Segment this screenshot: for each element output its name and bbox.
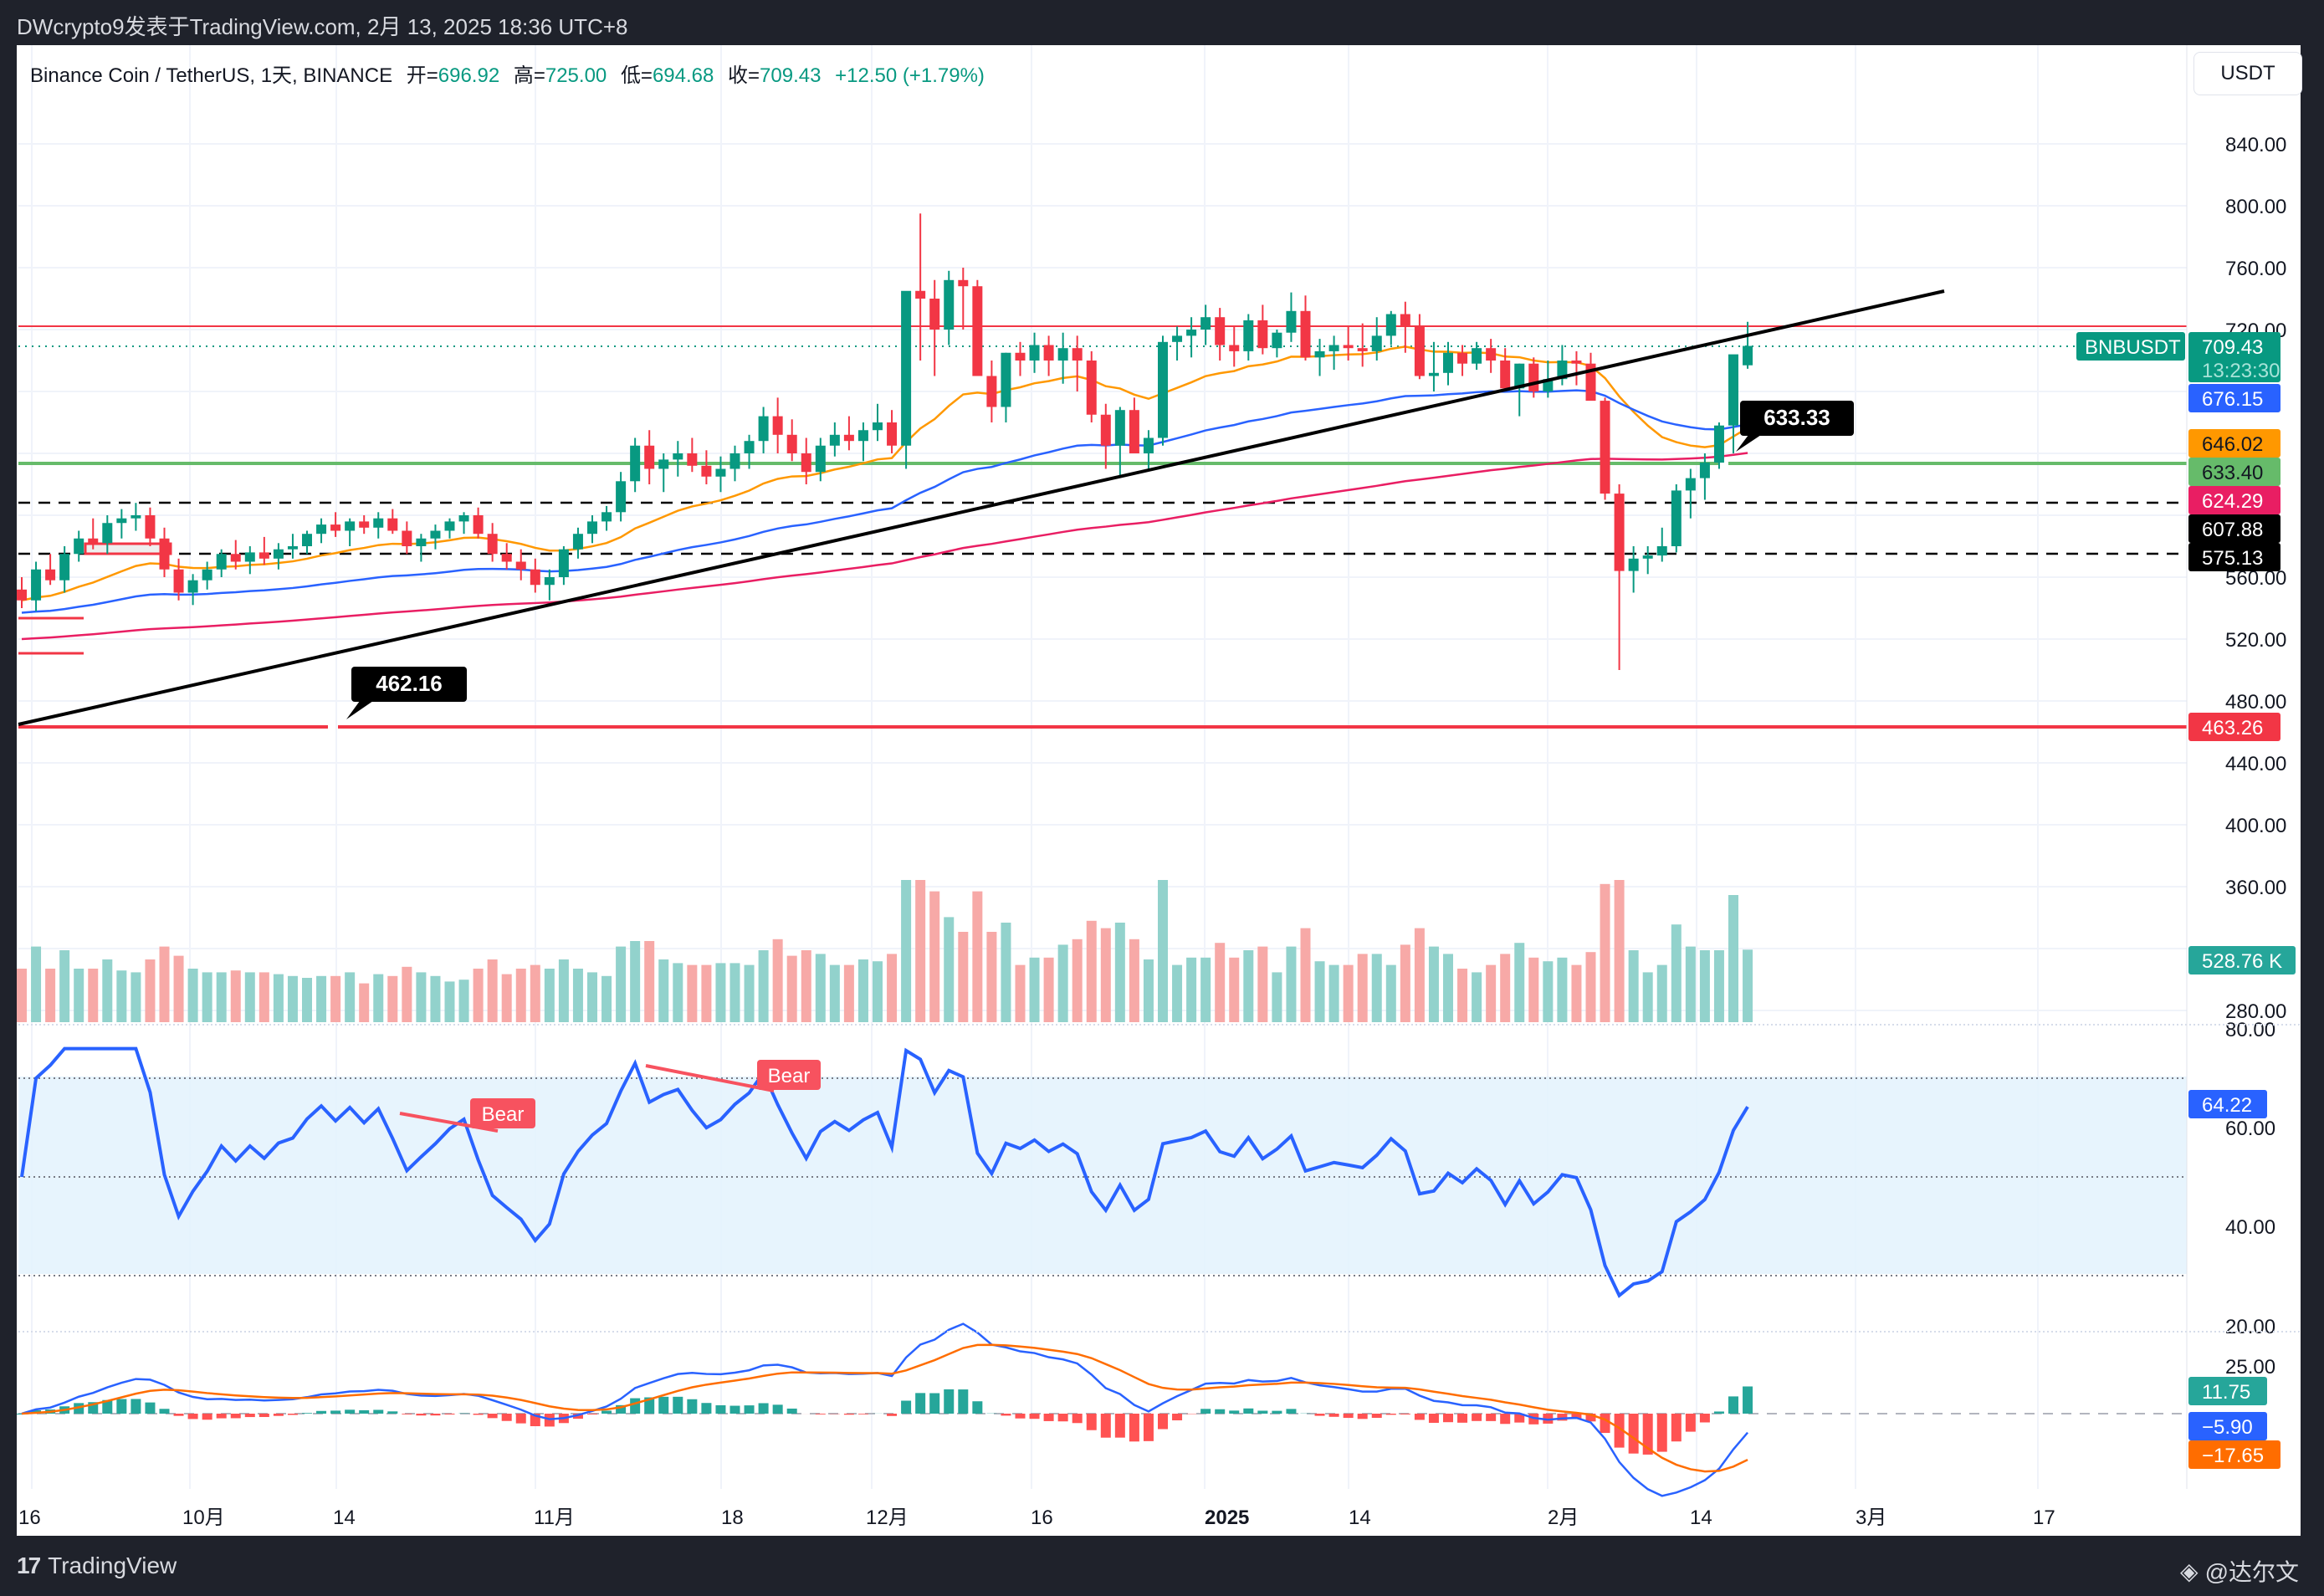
close-value: 709.43 bbox=[760, 64, 822, 87]
low-value: 694.68 bbox=[652, 64, 714, 87]
svg-text:400.00: 400.00 bbox=[2225, 815, 2286, 837]
horizontal-levels bbox=[18, 325, 2187, 729]
svg-text:BNBUSDT: BNBUSDT bbox=[2085, 336, 2181, 359]
low-label: 低= bbox=[620, 64, 653, 87]
svg-text:800.00: 800.00 bbox=[2225, 196, 2286, 218]
svg-text:−5.90: −5.90 bbox=[2202, 1416, 2253, 1439]
price-callout-633[interactable]: 633.33 bbox=[1736, 401, 1854, 452]
svg-text:60.00: 60.00 bbox=[2225, 1118, 2275, 1140]
svg-text:18: 18 bbox=[721, 1506, 744, 1529]
svg-text:25.00: 25.00 bbox=[2225, 1356, 2275, 1379]
candlesticks bbox=[17, 213, 1753, 670]
svg-text:280.00: 280.00 bbox=[2225, 1000, 2286, 1023]
svg-text:840.00: 840.00 bbox=[2225, 134, 2286, 156]
change-value: +12.50 (+1.79%) bbox=[835, 64, 985, 87]
rsi-band bbox=[18, 1077, 2187, 1274]
grid-lines bbox=[18, 45, 2187, 1489]
svg-text:11月: 11月 bbox=[534, 1506, 575, 1529]
brand-name: TradingView bbox=[48, 1553, 177, 1578]
svg-text:633.33: 633.33 bbox=[1763, 405, 1830, 430]
rsi-bear-divergence-2: Bear bbox=[645, 1060, 821, 1092]
svg-text:462.16: 462.16 bbox=[376, 671, 443, 696]
rsi-bear-divergence-1: Bear bbox=[399, 1098, 535, 1133]
ohlc-legend: Binance Coin / TetherUS, 1天, BINANCE 开=6… bbox=[30, 59, 985, 88]
svg-text:16: 16 bbox=[1031, 1506, 1053, 1529]
svg-text:10月: 10月 bbox=[182, 1506, 225, 1529]
svg-text:633.40: 633.40 bbox=[2202, 462, 2263, 484]
axes: 840.00800.00760.00720.00560.00520.00480.… bbox=[18, 45, 2301, 1529]
svg-text:40.00: 40.00 bbox=[2225, 1216, 2275, 1239]
svg-text:575.13: 575.13 bbox=[2202, 547, 2263, 570]
svg-text:2月: 2月 bbox=[1548, 1506, 1579, 1529]
close-label: 收= bbox=[728, 64, 760, 87]
tradingview-logo[interactable]: 17 TradingView bbox=[17, 1553, 177, 1579]
macd-indicator bbox=[17, 1322, 2187, 1497]
volume-bars bbox=[17, 880, 1753, 1022]
svg-text:14: 14 bbox=[1349, 1506, 1371, 1529]
price-callout-462[interactable]: 462.16 bbox=[346, 667, 467, 719]
open-value: 696.92 bbox=[438, 64, 500, 87]
svg-text:Bear: Bear bbox=[768, 1065, 811, 1087]
svg-text:607.88: 607.88 bbox=[2202, 519, 2263, 541]
high-value: 725.00 bbox=[545, 64, 607, 87]
currency-button[interactable]: USDT bbox=[2193, 52, 2302, 95]
binance-diamond-icon: ◈ bbox=[2180, 1558, 2199, 1584]
svg-text:12月: 12月 bbox=[866, 1506, 909, 1529]
svg-text:14: 14 bbox=[1690, 1506, 1712, 1529]
trendline[interactable] bbox=[18, 289, 1945, 726]
rsi-indicator bbox=[18, 1046, 2187, 1298]
footer: 17 TradingView ◈ @达尔文 bbox=[0, 1536, 2324, 1596]
svg-text:17: 17 bbox=[2033, 1506, 2055, 1529]
svg-text:440.00: 440.00 bbox=[2225, 753, 2286, 775]
symbol-title[interactable]: Binance Coin / TetherUS, 1天, BINANCE bbox=[30, 64, 393, 87]
svg-text:11.75: 11.75 bbox=[2202, 1381, 2250, 1404]
svg-text:360.00: 360.00 bbox=[2225, 877, 2286, 899]
svg-text:13:23:30: 13:23:30 bbox=[2202, 360, 2280, 382]
high-label: 高= bbox=[513, 64, 545, 87]
svg-text:64.22: 64.22 bbox=[2202, 1094, 2252, 1117]
author-name: @达尔文 bbox=[2204, 1559, 2299, 1585]
svg-text:624.29: 624.29 bbox=[2202, 490, 2263, 513]
author-watermark: ◈ @达尔文 bbox=[2180, 1554, 2299, 1588]
svg-text:646.02: 646.02 bbox=[2202, 433, 2263, 456]
svg-text:676.15: 676.15 bbox=[2202, 388, 2263, 411]
svg-text:Bear: Bear bbox=[482, 1103, 525, 1126]
svg-text:80.00: 80.00 bbox=[2225, 1019, 2275, 1041]
svg-text:3月: 3月 bbox=[1856, 1506, 1886, 1529]
svg-text:2025: 2025 bbox=[1205, 1506, 1249, 1529]
svg-text:480.00: 480.00 bbox=[2225, 691, 2286, 714]
svg-text:20.00: 20.00 bbox=[2225, 1316, 2275, 1338]
chart-panel[interactable] bbox=[17, 45, 2301, 1536]
open-label: 开= bbox=[406, 64, 438, 87]
top-bar: DWcrypto9发表于TradingView.com, 2月 13, 2025… bbox=[0, 0, 2324, 45]
svg-text:520.00: 520.00 bbox=[2225, 629, 2286, 652]
svg-text:14: 14 bbox=[333, 1506, 356, 1529]
publish-info: DWcrypto9发表于TradingView.com, 2月 13, 2025… bbox=[17, 14, 628, 39]
svg-text:16: 16 bbox=[18, 1506, 41, 1529]
tv-logo-icon: 17 bbox=[17, 1553, 41, 1578]
svg-text:−17.65: −17.65 bbox=[2202, 1445, 2264, 1467]
svg-text:463.26: 463.26 bbox=[2202, 717, 2263, 739]
moving-averages bbox=[21, 345, 1748, 641]
svg-text:709.43: 709.43 bbox=[2202, 336, 2263, 359]
svg-text:528.76 K: 528.76 K bbox=[2202, 950, 2282, 973]
svg-text:760.00: 760.00 bbox=[2225, 258, 2286, 280]
